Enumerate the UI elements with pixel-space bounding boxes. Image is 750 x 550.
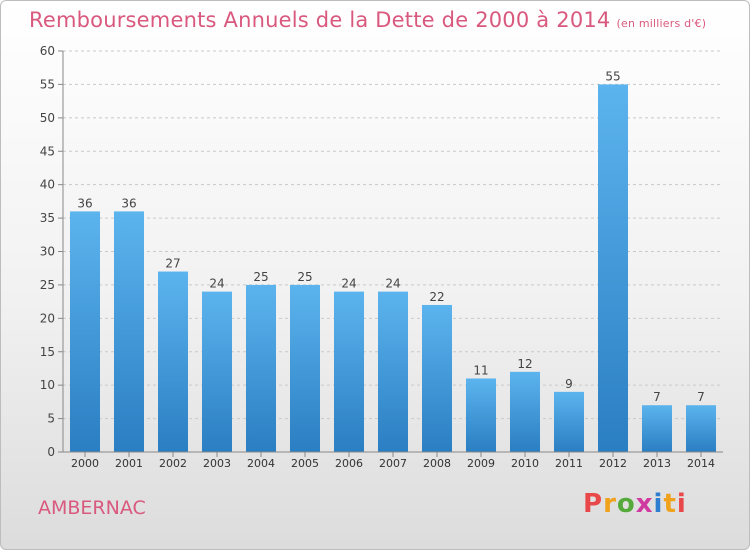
- x-tick-label: 2003: [203, 457, 231, 470]
- y-tick-label: 15: [40, 345, 55, 359]
- bar: [290, 284, 320, 452]
- data-label: 7: [653, 390, 661, 404]
- y-tick-label: 50: [40, 111, 55, 125]
- y-tick-label: 40: [40, 178, 55, 192]
- bar: [422, 304, 452, 452]
- x-tick-label: 2014: [687, 457, 715, 470]
- data-label: 11: [473, 363, 488, 377]
- y-tick-label: 30: [40, 245, 55, 259]
- x-tick-label: 2010: [511, 457, 539, 470]
- bar: [642, 405, 672, 452]
- logo-letter: o: [616, 489, 636, 519]
- data-label: 36: [77, 196, 92, 210]
- bar: [334, 291, 364, 452]
- data-label: 24: [209, 277, 224, 291]
- data-label: 12: [517, 357, 532, 371]
- data-label: 25: [253, 270, 268, 284]
- logo-letter: P: [583, 489, 604, 519]
- logo-letter: x: [635, 489, 654, 519]
- bars: 36 36 27 24 25 25 24 24 22 11 12 9 55 7 7: [70, 69, 716, 453]
- x-tick-label: 2013: [643, 457, 671, 470]
- chart-title-text: Remboursements Annuels de la Dette de 20…: [29, 8, 611, 32]
- y-tick-label: 45: [40, 144, 55, 158]
- x-tick-label: 2005: [291, 457, 319, 470]
- bar: [466, 378, 496, 452]
- data-label: 24: [341, 277, 356, 291]
- bar: [70, 211, 100, 452]
- y-tick-label: 25: [40, 278, 55, 292]
- chart-subtitle: (en milliers d'€): [616, 17, 707, 30]
- x-tick-label: 2001: [115, 457, 143, 470]
- y-tick-label: 55: [40, 77, 55, 91]
- y-tick-label: 0: [47, 445, 55, 459]
- logo-letter: i: [676, 489, 687, 519]
- y-tick-label: 60: [40, 44, 55, 58]
- logo-letter: t: [663, 489, 677, 519]
- y-tick-label: 35: [40, 211, 55, 225]
- x-tick-label: 2008: [423, 457, 451, 470]
- data-label: 24: [385, 277, 400, 291]
- bar: [114, 211, 144, 452]
- data-label: 7: [697, 390, 705, 404]
- y-tick-label: 20: [40, 311, 55, 325]
- chart-title: Remboursements Annuels de la Dette de 20…: [29, 8, 706, 32]
- bar: [510, 371, 540, 452]
- x-tick-label: 2000: [71, 457, 99, 470]
- data-label: 27: [165, 257, 180, 271]
- bar: [554, 391, 584, 452]
- x-tick-label: 2004: [247, 457, 275, 470]
- bar: [246, 284, 276, 452]
- x-axis: 2000 2001 2002 2003 2004 2005 2006 2007 2008 2009…: [63, 451, 723, 470]
- data-label: 55: [605, 69, 620, 83]
- bar: [158, 271, 188, 452]
- x-tick-label: 2011: [555, 457, 583, 470]
- data-label: 9: [565, 377, 573, 391]
- logo-letter: i: [653, 489, 664, 519]
- logo-letter: r: [603, 489, 617, 519]
- x-tick-label: 2012: [599, 457, 627, 470]
- bar: [598, 84, 628, 453]
- x-tick-label: 2007: [379, 457, 407, 470]
- y-tick-label: 5: [47, 412, 55, 426]
- bar: [202, 291, 232, 452]
- y-tick-label: 10: [40, 378, 55, 392]
- city-name: AMBERNAC: [38, 497, 146, 519]
- x-tick-label: 2006: [335, 457, 363, 470]
- data-label: 25: [297, 270, 312, 284]
- proxiti-logo: Proxiti: [583, 489, 687, 519]
- bar: [378, 291, 408, 452]
- data-label: 22: [429, 290, 444, 304]
- data-label: 36: [121, 196, 136, 210]
- y-axis: 0 5 10 15 20 25 30 35 40 45 50 55 60: [40, 44, 64, 459]
- bar: [686, 405, 716, 452]
- x-tick-label: 2009: [467, 457, 495, 470]
- x-tick-label: 2002: [159, 457, 187, 470]
